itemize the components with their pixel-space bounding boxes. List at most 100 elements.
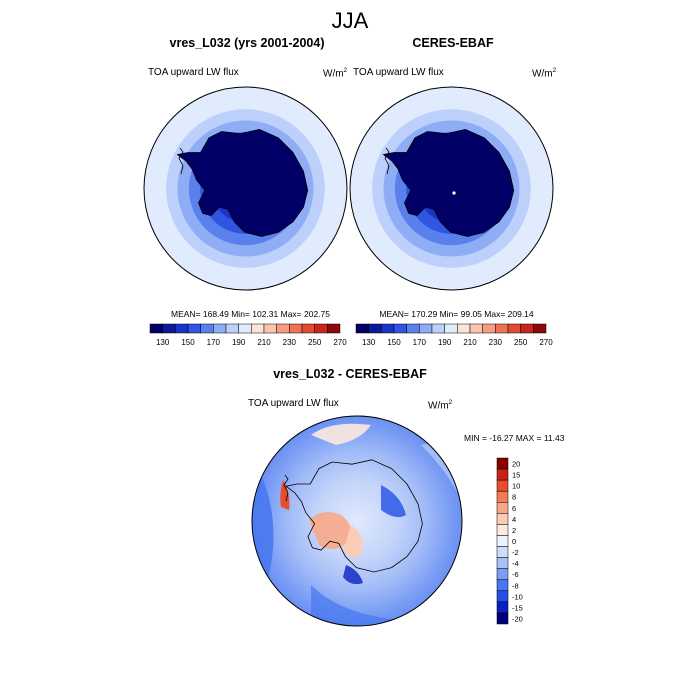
panel-1-colorbar-swatch-10 <box>276 323 290 334</box>
panel-2-colorbar-tick-3: 190 <box>438 338 452 347</box>
panel-2-map-border <box>349 86 554 291</box>
panel-3-variable-label: TOA upward LW flux <box>248 398 339 409</box>
panel-1-colorbar-swatch-0 <box>149 323 163 334</box>
panel-3-colorbar-swatch-6 <box>496 524 509 536</box>
panel-3-colorbar-swatch-7 <box>496 535 509 547</box>
panel-3-colorbar-swatch-10 <box>496 568 509 580</box>
panel-1-units-base: W/m <box>323 68 344 80</box>
panel-3-colorbar-tick-12: -10 <box>512 592 523 601</box>
panel-2-colorbar-swatch-4 <box>406 323 420 334</box>
panel-3-colorbar-tick-11: -8 <box>512 581 519 590</box>
panel-1-units: W/m2 <box>323 67 347 79</box>
panel-1-colorbar-tick-0: 130 <box>156 338 170 347</box>
panel-2-colorbar-swatch-9 <box>469 323 483 334</box>
panel-3-positive-region-north <box>311 423 371 445</box>
panel-3-colorbar-tick-10: -6 <box>512 570 519 579</box>
panel-2-colorbar-swatch-0 <box>355 323 369 334</box>
panel-3-colorbar-tick-14: -20 <box>512 614 523 623</box>
panel-1-colorbar-swatch-9 <box>263 323 277 334</box>
panel-1-colorbar-swatch-1 <box>162 323 176 334</box>
panel-3-colorbar-tick-4: 6 <box>512 504 516 513</box>
panel-3-colorbar-tick-1: 15 <box>512 471 520 480</box>
panel-3-colorbar-swatch-5 <box>496 513 509 525</box>
panel-3-negative-region-south <box>311 585 401 626</box>
panel-2-colorbar-tick-5: 230 <box>489 338 503 347</box>
panel-2-colorbar-swatch-6 <box>431 323 445 334</box>
panel-2-colorbar-tick-0: 130 <box>362 338 376 347</box>
panel-1-colorbar-swatch-14 <box>327 323 341 334</box>
panel-1-colorbar-tick-1: 150 <box>181 338 195 347</box>
panel-3-field <box>252 416 462 626</box>
panel-1-colorbar-swatch-12 <box>301 323 315 334</box>
panel-2-antarctica-coastline <box>382 128 515 237</box>
panel-1-colorbar-swatch-11 <box>289 323 303 334</box>
panel-3-colorbar-swatch-12 <box>496 590 509 603</box>
panel-1-colorbar-swatch-7 <box>238 323 252 334</box>
panel-3-colorbar-tick-8: -2 <box>512 548 519 557</box>
panel-3-positive-region-ross <box>343 525 363 558</box>
panel-1-colorbar-swatch-13 <box>314 323 328 334</box>
panel-1-map <box>143 86 348 291</box>
panel-2-colorbar-tick-1: 150 <box>387 338 401 347</box>
panel-1-units-exp: 2 <box>343 67 348 74</box>
panel-2-units-base: W/m <box>532 68 553 80</box>
panel-3-map <box>251 415 463 627</box>
panel-3-colorbar-swatch-4 <box>496 502 509 514</box>
panel-3-colorbar-tick-0: 20 <box>512 460 520 469</box>
panel-1-antarctica <box>176 128 309 237</box>
panel-2-colorbar-swatch-2 <box>381 323 395 334</box>
panel-1-colorbar-tick-5: 230 <box>283 338 297 347</box>
panel-2-colorbar-tick-7: 270 <box>539 338 553 347</box>
panel-1-south-america-coast <box>178 147 184 175</box>
panel-1-colorbar-swatch-2 <box>175 323 189 334</box>
panel-3-units-exp: 2 <box>448 399 453 406</box>
panel-1-colorbar-tick-3: 190 <box>232 338 246 347</box>
panel-2-colorbar-swatch-5 <box>419 323 433 334</box>
panel-3-colorbar-swatch-14 <box>496 612 509 625</box>
panel-1-antarctica-coastline <box>176 128 309 237</box>
panel-1-colorbar-swatch-4 <box>200 323 214 334</box>
panel-3-south-america-coast <box>283 474 289 502</box>
panel-2-colorbar-swatch-1 <box>368 323 382 334</box>
panel-3-colorbar-tick-13: -15 <box>512 603 523 612</box>
panel-2-south-america-coast <box>384 147 390 175</box>
panel-3-title: vres_L032 - CERES-EBAF <box>273 367 427 381</box>
panel-2-colorbar-swatch-7 <box>444 323 458 334</box>
panel-3-colorbar-tick-2: 10 <box>512 482 520 491</box>
panel-1-colorbar-swatch-8 <box>251 323 265 334</box>
panel-3-colorbar-swatch-11 <box>496 579 509 592</box>
panel-2-colorbar-swatch-10 <box>482 323 496 334</box>
panel-3-colorbar-tick-5: 4 <box>512 515 516 524</box>
panel-2-units: W/m2 <box>532 67 556 79</box>
panel-1-stats: MEAN= 168.49 Min= 102.31 Max= 202.75 <box>170 309 330 319</box>
panel-2-antarctica <box>382 128 515 237</box>
panel-2-colorbar-swatch-3 <box>393 323 407 334</box>
panel-2-colorbar: 130 150 170 190 210 230 250 270 <box>355 323 553 347</box>
panel-2-colorbar-swatch-11 <box>495 323 509 334</box>
panel-3-negative-region-plateau <box>381 485 406 518</box>
panel-3-units-base: W/m <box>428 400 449 412</box>
panel-2-colorbar-tick-6: 250 <box>514 338 528 347</box>
panel-1-colorbar-tick-4: 210 <box>257 338 271 347</box>
panel-3-antarctica-coastline <box>285 459 423 573</box>
panel-1-colorbar-tick-2: 170 <box>207 338 221 347</box>
panel-1-colorbar: 130 150 170 190 210 230 250 270 <box>149 323 347 347</box>
panel-3-colorbar-swatch-1 <box>496 468 509 481</box>
panel-1-map-border <box>143 86 348 291</box>
panel-2-stats: MEAN= 170.29 Min= 99.05 Max= 209.14 <box>379 309 534 319</box>
panel-3-colorbar-tick-6: 2 <box>512 526 516 535</box>
panel-1-colorbar-swatch-3 <box>187 323 201 334</box>
panel-1-colorbar-swatch-6 <box>225 323 239 334</box>
panel-2-colorbar-swatch-13 <box>520 323 534 334</box>
panel-3-colorbar-tick-3: 8 <box>512 493 516 502</box>
panel-2-map <box>349 86 554 291</box>
panel-3-units: W/m2 <box>428 399 452 411</box>
panel-3-colorbar-tick-7: 0 <box>512 537 516 546</box>
panel-3-negative-region-coast-south <box>343 565 363 585</box>
panel-3-colorbar-swatch-3 <box>496 490 509 503</box>
panel-3-stats: MIN = -16.27 MAX = 11.43 <box>464 433 565 443</box>
panel-2-colorbar-swatch-14 <box>533 323 547 334</box>
panel-2-colorbar-swatch-12 <box>507 323 521 334</box>
panel-3-strong-positive-coast <box>280 480 290 510</box>
